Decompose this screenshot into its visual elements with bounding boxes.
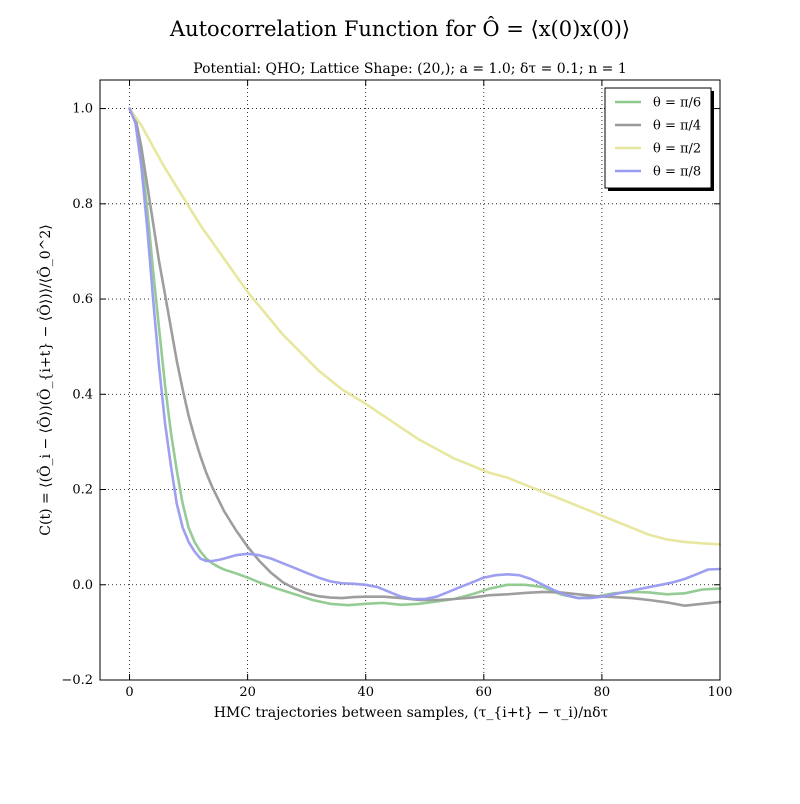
series-line-2 [128,107,722,546]
x-axis-label: HMC trajectories between samples, (τ_{i+… [214,705,609,721]
y-tick-label: 0.0 [72,578,93,593]
x-tick-label: 60 [476,685,493,700]
y-tick-label: 0.6 [72,292,93,307]
x-tick-label: 20 [239,685,256,700]
series-line-3 [128,107,722,601]
y-tick-label: 0.8 [72,197,93,212]
chart-subtitle: Potential: QHO; Lattice Shape: (20,); a … [193,61,627,77]
legend-label: θ = π/4 [653,119,701,134]
y-tick-label: 0.2 [72,483,93,498]
series-line-1 [128,107,722,608]
legend-label: θ = π/6 [653,96,701,111]
chart-title: Autocorrelation Function for Ô = ⟨x(0)x(… [169,16,630,41]
y-tick-label: 0.4 [72,387,93,402]
legend-label: θ = π/8 [653,165,701,180]
axis-ticks: 0 20 40 60 80 100 −0.2 0.0 0.2 0.4 0.6 0.8 1.0 [61,80,732,700]
legend: θ = π/6 θ = π/4 θ = π/2 θ = π/8 [604,87,714,191]
y-tick-label: 1.0 [72,102,93,117]
x-tick-label: 100 [708,685,733,700]
x-tick-label: 40 [357,685,374,700]
series-lines [128,107,722,608]
y-tick-label: −0.2 [61,673,93,688]
x-tick-label: 0 [125,685,133,700]
plot-frame [99,79,721,681]
x-tick-label: 80 [594,685,611,700]
y-axis-label: C(t) = ⟨(Ô_i − ⟨Ô⟩)(Ô_{i+t} − ⟨Ô⟩)⟩/⟨Ô_0… [36,224,54,535]
legend-label: θ = π/2 [653,142,701,157]
